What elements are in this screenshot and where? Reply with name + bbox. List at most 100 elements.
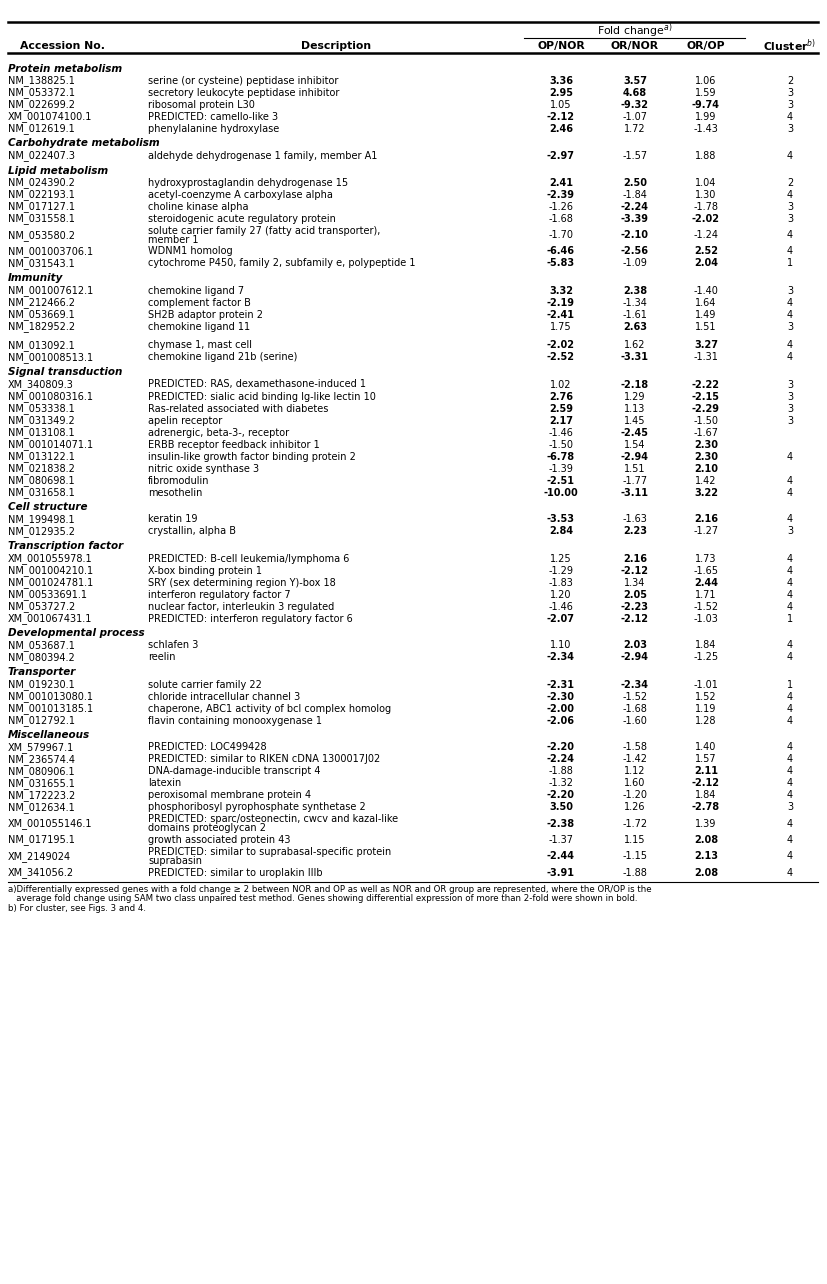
Text: 4: 4 [786, 755, 792, 764]
Text: 1.99: 1.99 [695, 112, 716, 122]
Text: NM_172223.2: NM_172223.2 [8, 790, 75, 801]
Text: 3: 3 [786, 380, 792, 389]
Text: 4: 4 [786, 791, 792, 800]
Text: 4: 4 [786, 851, 792, 862]
Text: 1.84: 1.84 [695, 791, 716, 800]
Text: X-box binding protein 1: X-box binding protein 1 [148, 565, 261, 575]
Text: PREDICTED: similar to RIKEN cDNA 1300017J02: PREDICTED: similar to RIKEN cDNA 1300017… [148, 755, 380, 764]
Text: 3.27: 3.27 [693, 340, 717, 351]
Text: 4: 4 [786, 578, 792, 588]
Text: -2.12: -2.12 [620, 565, 648, 575]
Text: 1.34: 1.34 [624, 578, 645, 588]
Text: Ras-related associated with diabetes: Ras-related associated with diabetes [148, 403, 328, 413]
Text: 4: 4 [786, 298, 792, 307]
Text: -1.15: -1.15 [622, 851, 647, 862]
Text: Immunity: Immunity [8, 273, 64, 282]
Text: -1.52: -1.52 [692, 601, 718, 611]
Text: -1.58: -1.58 [622, 742, 647, 752]
Text: -2.34: -2.34 [620, 679, 648, 690]
Text: NM_012792.1: NM_012792.1 [8, 715, 75, 725]
Text: -2.12: -2.12 [620, 614, 648, 624]
Text: 1: 1 [786, 679, 792, 690]
Text: NM_053338.1: NM_053338.1 [8, 403, 74, 413]
Text: -6.78: -6.78 [547, 452, 575, 461]
Text: 4: 4 [786, 353, 792, 362]
Text: NM_080394.2: NM_080394.2 [8, 652, 74, 663]
Text: NM_013108.1: NM_013108.1 [8, 428, 74, 438]
Text: Cluster$^{b)}$: Cluster$^{b)}$ [762, 37, 815, 54]
Text: flavin containing monooxygenase 1: flavin containing monooxygenase 1 [148, 715, 322, 725]
Text: 4: 4 [786, 452, 792, 461]
Text: 3: 3 [786, 214, 792, 223]
Text: 1.02: 1.02 [550, 380, 571, 389]
Text: ribosomal protein L30: ribosomal protein L30 [148, 100, 255, 110]
Text: 1.20: 1.20 [550, 589, 571, 600]
Text: suprabasin: suprabasin [148, 855, 202, 865]
Text: 4: 4 [786, 515, 792, 524]
Text: -2.78: -2.78 [691, 802, 719, 813]
Text: NM_001008513.1: NM_001008513.1 [8, 352, 93, 363]
Text: 1.45: 1.45 [624, 416, 645, 425]
Text: 4: 4 [786, 553, 792, 564]
Text: 2.59: 2.59 [548, 403, 572, 413]
Text: SRY (sex determining region Y)-box 18: SRY (sex determining region Y)-box 18 [148, 578, 335, 588]
Text: 2.17: 2.17 [548, 416, 572, 425]
Text: PREDICTED: sialic acid binding Ig-like lectin 10: PREDICTED: sialic acid binding Ig-like l… [148, 392, 375, 402]
Text: -3.39: -3.39 [620, 214, 648, 223]
Text: chemokine ligand 7: chemokine ligand 7 [148, 285, 244, 295]
Text: -2.10: -2.10 [620, 230, 648, 240]
Text: -2.45: -2.45 [620, 428, 648, 438]
Text: NM_053687.1: NM_053687.1 [8, 639, 74, 651]
Text: XM_2149024: XM_2149024 [8, 851, 71, 862]
Text: NM_024390.2: NM_024390.2 [8, 177, 74, 189]
Text: crystallin, alpha B: crystallin, alpha B [148, 526, 236, 537]
Text: NM_080698.1: NM_080698.1 [8, 475, 74, 485]
Text: 1.13: 1.13 [624, 403, 645, 413]
Text: -1.60: -1.60 [622, 715, 647, 725]
Text: 4: 4 [786, 152, 792, 160]
Text: 4: 4 [786, 652, 792, 663]
Text: NM_031658.1: NM_031658.1 [8, 487, 74, 498]
Text: Lipid metabolism: Lipid metabolism [8, 166, 108, 176]
Text: 4: 4 [786, 601, 792, 611]
Text: NM_001013080.1: NM_001013080.1 [8, 691, 93, 702]
Text: -5.83: -5.83 [547, 258, 575, 268]
Text: -2.41: -2.41 [547, 309, 574, 320]
Text: -1.32: -1.32 [547, 778, 573, 788]
Text: NM_001007612.1: NM_001007612.1 [8, 285, 93, 295]
Text: 2.16: 2.16 [693, 515, 717, 524]
Text: domains proteoglycan 2: domains proteoglycan 2 [148, 823, 265, 833]
Text: -1.70: -1.70 [547, 230, 573, 240]
Text: 3: 3 [786, 100, 792, 110]
Text: NM_022193.1: NM_022193.1 [8, 190, 74, 200]
Text: NM_053372.1: NM_053372.1 [8, 87, 75, 99]
Text: -1.25: -1.25 [692, 652, 718, 663]
Text: PREDICTED: B-cell leukemia/lymphoma 6: PREDICTED: B-cell leukemia/lymphoma 6 [148, 553, 349, 564]
Text: 1.40: 1.40 [695, 742, 716, 752]
Text: PREDICTED: similar to uroplakin IIIb: PREDICTED: similar to uroplakin IIIb [148, 868, 323, 877]
Text: -1.09: -1.09 [622, 258, 647, 268]
Text: -1.88: -1.88 [622, 868, 647, 877]
Text: 1.10: 1.10 [550, 641, 571, 651]
Text: 4: 4 [786, 692, 792, 701]
Text: 1.28: 1.28 [695, 715, 716, 725]
Text: -2.97: -2.97 [547, 152, 574, 160]
Text: Signal transduction: Signal transduction [8, 367, 122, 377]
Text: 2.23: 2.23 [622, 526, 646, 537]
Text: Carbohydrate metabolism: Carbohydrate metabolism [8, 139, 160, 149]
Text: -2.24: -2.24 [620, 202, 648, 212]
Text: 4: 4 [786, 340, 792, 351]
Text: fibromodulin: fibromodulin [148, 475, 209, 485]
Text: 1.64: 1.64 [695, 298, 716, 307]
Text: 3: 3 [786, 125, 792, 134]
Text: -6.46: -6.46 [547, 247, 574, 257]
Text: -2.94: -2.94 [620, 452, 648, 461]
Text: OR/NOR: OR/NOR [610, 41, 658, 51]
Text: -1.50: -1.50 [693, 416, 718, 425]
Text: 2.63: 2.63 [622, 321, 646, 331]
Text: 4: 4 [786, 835, 792, 845]
Text: XM_001067431.1: XM_001067431.1 [8, 612, 93, 624]
Text: Miscellaneous: Miscellaneous [8, 731, 90, 740]
Text: chymase 1, mast cell: chymase 1, mast cell [148, 340, 251, 351]
Text: PREDICTED: LOC499428: PREDICTED: LOC499428 [148, 742, 266, 752]
